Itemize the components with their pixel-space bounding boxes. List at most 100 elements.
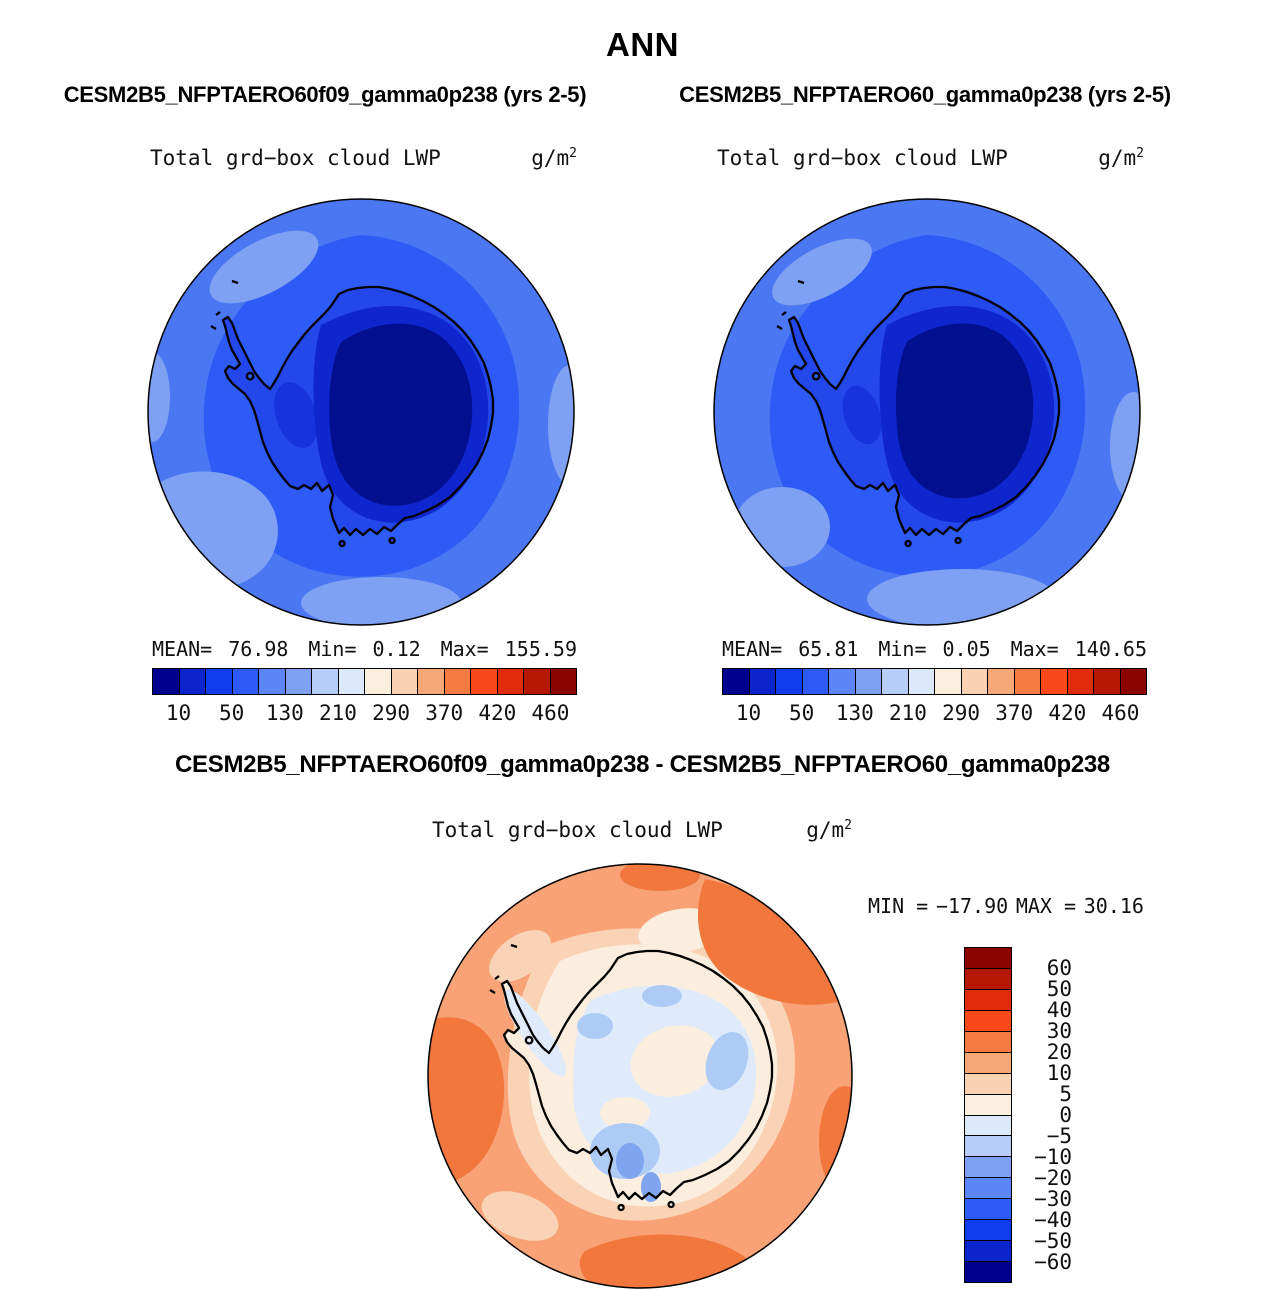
colorbar-cell — [1119, 669, 1146, 694]
colorbar-cell — [965, 1219, 1011, 1241]
left-colorbar-ticks: 10 50 130 210 290 370 420 460 — [152, 701, 577, 727]
colorbar-cell — [390, 669, 417, 694]
colorbar-cell — [987, 669, 1014, 694]
right-min: Min= 0.05 — [878, 637, 991, 661]
colorbar-tick-label: −5 — [1046, 1124, 1072, 1148]
colorbar-tick-label: 60 — [1046, 956, 1072, 980]
right-colorbar — [722, 668, 1147, 695]
colorbar-cell — [417, 669, 444, 694]
colorbar-tick-label: 10 — [165, 701, 192, 725]
colorbar-tick-label: 130 — [835, 701, 874, 725]
colorbar-tick-label: 210 — [318, 701, 357, 725]
colorbar-cell — [965, 1030, 1011, 1052]
colorbar-tick-label: 50 — [789, 701, 815, 725]
right-colorbar-ticks: 10 50 130 210 290 370 420 460 — [722, 701, 1147, 727]
colorbar-tick-label: 130 — [265, 701, 304, 725]
colorbar-tick-label: −10 — [1034, 1145, 1072, 1169]
left-max: Max= 155.59 — [440, 637, 577, 661]
colorbar-tick-label: 50 — [1046, 977, 1072, 1001]
left-min: Min= 0.12 — [308, 637, 421, 661]
colorbar-tick-label: 460 — [1101, 701, 1140, 725]
diff-plot-title: Total grd−box cloud LWP — [432, 818, 723, 842]
right-mean: MEAN= 65.81 — [722, 637, 859, 661]
colorbar-cell — [965, 967, 1011, 989]
colorbar-tick-label: −20 — [1034, 1166, 1072, 1190]
colorbar-cell — [723, 669, 749, 694]
colorbar-tick-label: 290 — [942, 701, 981, 725]
colorbar-cell — [153, 669, 179, 694]
colorbar-tick-label: −60 — [1034, 1250, 1072, 1274]
colorbar-cell — [934, 669, 961, 694]
colorbar-tick-label: 370 — [995, 701, 1034, 725]
colorbar-cell — [748, 669, 775, 694]
colorbar-cell — [1066, 669, 1093, 694]
diff-min-value: −17.90 — [935, 894, 1009, 918]
colorbar-tick-label: −40 — [1034, 1208, 1072, 1232]
colorbar-cell — [881, 669, 908, 694]
colorbar-cell — [178, 669, 205, 694]
colorbar-cell — [801, 669, 828, 694]
colorbar-cell — [470, 669, 497, 694]
colorbar-tick-label: 420 — [1048, 701, 1087, 725]
colorbar-cell — [337, 669, 364, 694]
diff-max-value: 30.16 — [1083, 894, 1144, 918]
colorbar-cell — [965, 1156, 1011, 1178]
colorbar-cell — [205, 669, 232, 694]
colorbar-cell — [965, 948, 1011, 968]
colorbar-cell — [965, 1198, 1011, 1220]
left-mean: MEAN= 76.98 — [152, 637, 289, 661]
left-map-antarctica-lwp — [147, 198, 575, 626]
diff-colorbar — [964, 947, 1012, 1283]
colorbar-cell — [965, 1240, 1011, 1262]
colorbar-cell — [828, 669, 855, 694]
colorbar-cell — [965, 1051, 1011, 1073]
diff-plot-units: g/m2 — [806, 818, 852, 842]
subtitle-left-run: CESM2B5_NFPTAERO60f09_gamma0p238 (yrs 2-… — [63, 82, 587, 107]
diff-title: CESM2B5_NFPTAERO60f09_gamma0p238 - CESM2… — [175, 751, 1110, 778]
right-stats-row: MEAN= 65.81 Min= 0.05 Max= 140.65 — [722, 637, 1147, 661]
colorbar-tick-label: 420 — [478, 701, 517, 725]
colorbar-cell — [258, 669, 285, 694]
right-map-antarctica-lwp — [713, 198, 1141, 626]
colorbar-cell — [965, 1093, 1011, 1115]
colorbar-tick-label: −30 — [1034, 1187, 1072, 1211]
right-plot-title: Total grd−box cloud LWP — [717, 146, 1008, 170]
colorbar-cell — [231, 669, 258, 694]
colorbar-tick-label: 50 — [219, 701, 245, 725]
colorbar-cell — [284, 669, 311, 694]
colorbar-tick-label: 5 — [1059, 1082, 1072, 1106]
colorbar-cell — [311, 669, 338, 694]
page-title: ANN — [606, 26, 679, 63]
colorbar-tick-label: 210 — [888, 701, 927, 725]
diff-map-antarctica-lwp — [427, 863, 853, 1289]
colorbar-tick-label: 460 — [531, 701, 570, 725]
diff-max-label: MAX = — [1015, 894, 1077, 918]
colorbar-cell — [854, 669, 881, 694]
colorbar-cell — [907, 669, 934, 694]
colorbar-cell — [965, 1135, 1011, 1157]
colorbar-cell — [960, 669, 987, 694]
colorbar-tick-label: 370 — [425, 701, 464, 725]
colorbar-cell — [965, 1114, 1011, 1136]
right-plot-units: g/m2 — [1098, 146, 1144, 170]
colorbar-cell — [549, 669, 576, 694]
colorbar-tick-label: 20 — [1046, 1040, 1072, 1064]
colorbar-tick-label: 40 — [1046, 998, 1072, 1022]
colorbar-cell — [1093, 669, 1120, 694]
left-plot-title-row: Total grd−box cloud LWP g/m2 — [150, 146, 577, 170]
colorbar-cell — [496, 669, 523, 694]
right-max: Max= 140.65 — [1010, 637, 1147, 661]
diff-plot-title-row: Total grd−box cloud LWP g/m2 — [432, 818, 852, 842]
colorbar-tick-label: 10 — [735, 701, 762, 725]
colorbar-cell — [523, 669, 550, 694]
colorbar-cell — [775, 669, 802, 694]
colorbar-cell — [443, 669, 470, 694]
right-plot-title-row: Total grd−box cloud LWP g/m2 — [717, 146, 1144, 170]
colorbar-tick-label: 10 — [1046, 1061, 1072, 1085]
colorbar-cell — [965, 1261, 1011, 1282]
subtitle-right-run: CESM2B5_NFPTAERO60_gamma0p238 (yrs 2-5) — [679, 82, 1171, 107]
diff-minmax-row: MIN = −17.90 MAX = 30.16 — [868, 894, 1144, 918]
colorbar-tick-label: −50 — [1034, 1229, 1072, 1253]
diff-colorbar-ticks: 60 50 40 30 20 10 5 0 −5 −10 −20 −30 −40 −50 −60 — [1026, 947, 1072, 1283]
colorbar-cell — [965, 1072, 1011, 1094]
